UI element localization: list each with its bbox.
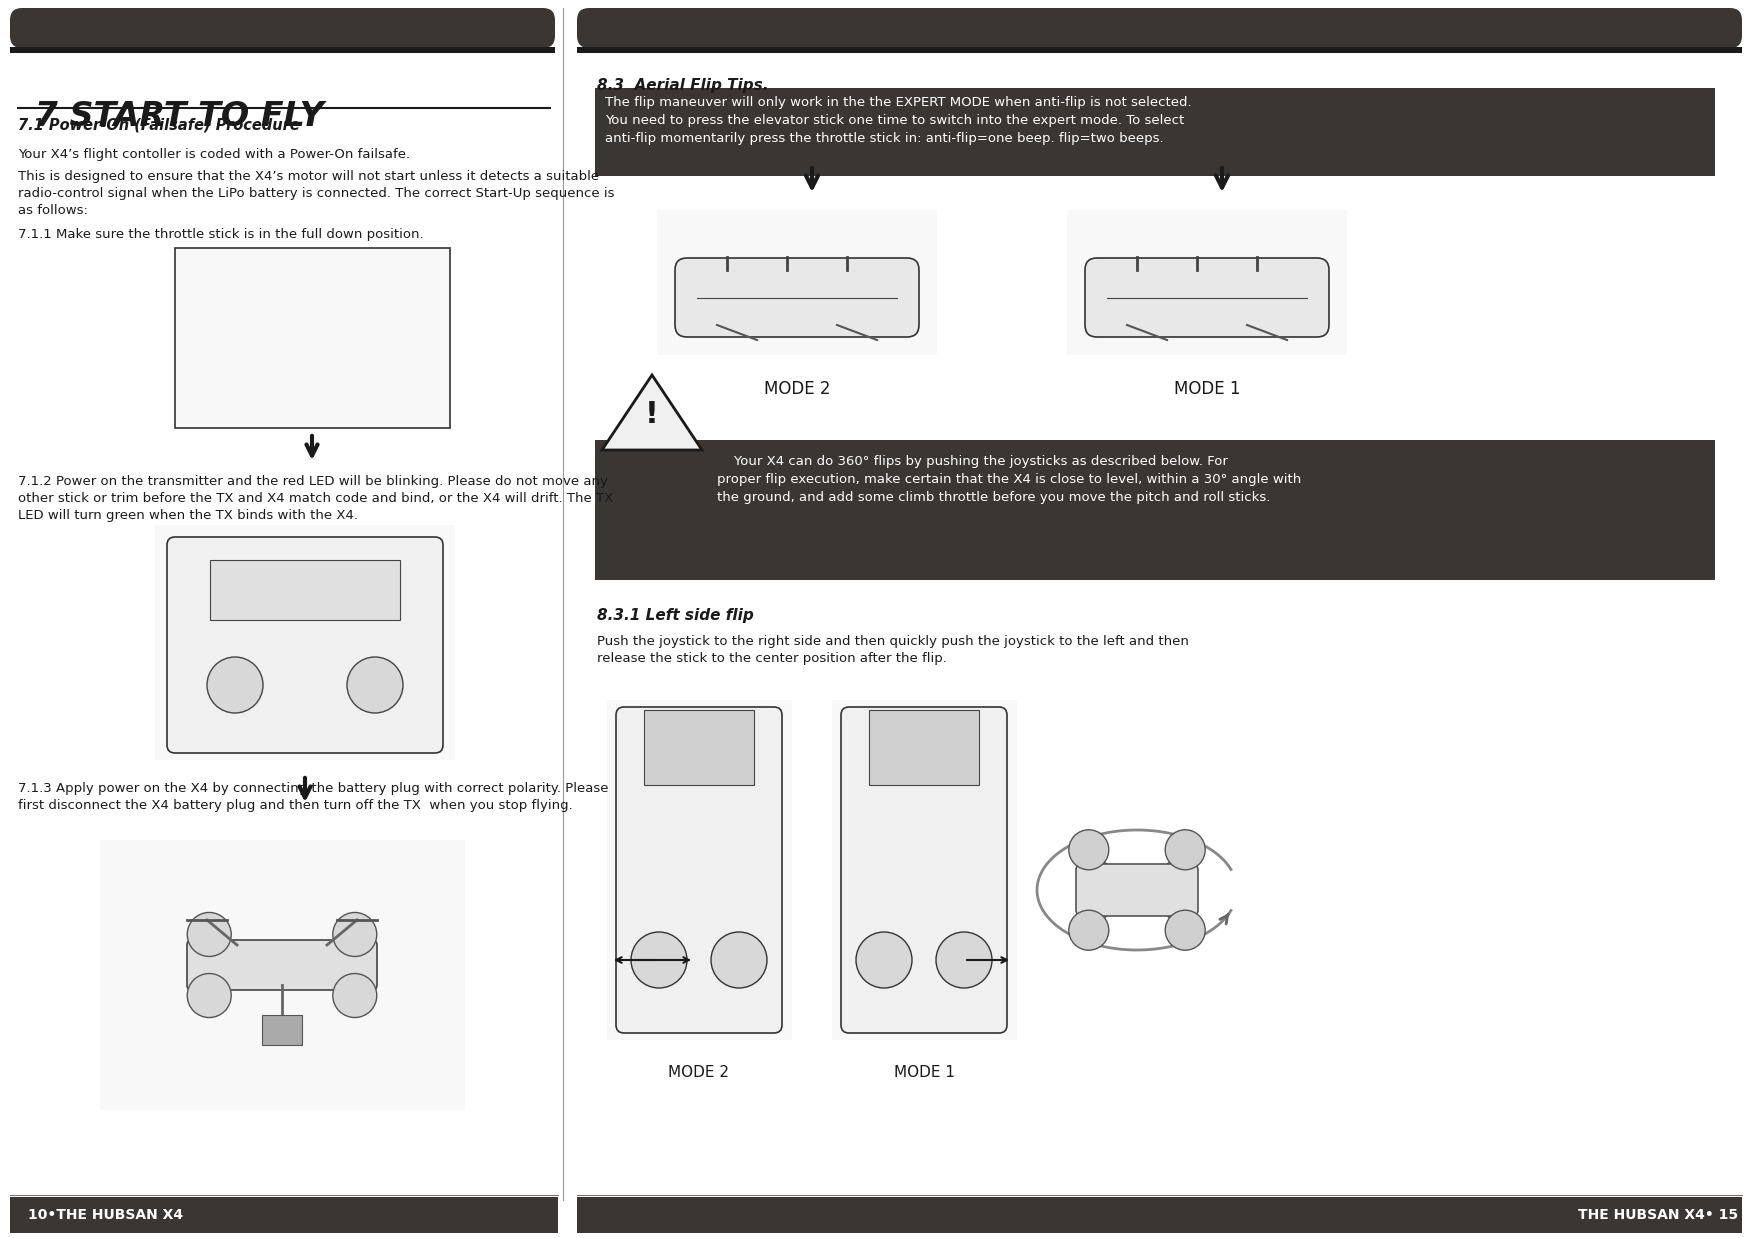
Text: MODE 1: MODE 1 <box>1174 380 1240 397</box>
Circle shape <box>711 932 767 988</box>
Circle shape <box>347 657 403 713</box>
Text: 7.1.3 Apply power on the X4 by connecting the battery plug with correct polarity: 7.1.3 Apply power on the X4 by connectin… <box>18 782 608 812</box>
FancyBboxPatch shape <box>187 940 377 990</box>
Text: 8.3  Aerial Flip Tips.: 8.3 Aerial Flip Tips. <box>597 78 769 93</box>
Text: This is designed to ensure that the X4’s motor will not start unless it detects : This is designed to ensure that the X4’s… <box>18 170 615 217</box>
Text: THE HUBSAN X4• 15: THE HUBSAN X4• 15 <box>1579 1208 1738 1222</box>
Bar <box>869 711 979 785</box>
Bar <box>210 560 399 620</box>
Bar <box>645 711 753 785</box>
Text: 8.3.1 Left side flip: 8.3.1 Left side flip <box>597 608 753 623</box>
Bar <box>576 1197 1741 1233</box>
Text: Push the joystick to the right side and then quickly push the joystick to the le: Push the joystick to the right side and … <box>597 635 1190 665</box>
Circle shape <box>857 932 913 988</box>
Text: MODE 2: MODE 2 <box>764 380 830 397</box>
Text: 7.1.1 Make sure the throttle stick is in the full down position.: 7.1.1 Make sure the throttle stick is in… <box>18 228 424 241</box>
Circle shape <box>187 973 231 1018</box>
Circle shape <box>936 932 992 988</box>
FancyBboxPatch shape <box>1084 258 1330 337</box>
Text: !: ! <box>645 400 659 430</box>
Text: 7.1.2 Power on the transmitter and the red LED will be blinking. Please do not m: 7.1.2 Power on the transmitter and the r… <box>18 475 613 522</box>
Bar <box>832 699 1016 1040</box>
Bar <box>596 88 1715 176</box>
Bar <box>175 248 450 428</box>
Circle shape <box>333 973 377 1018</box>
Text: Your X4 can do 360° flips by pushing the joysticks as described below. For
prope: Your X4 can do 360° flips by pushing the… <box>717 456 1302 504</box>
Text: 7.1 Power-On (Failsafe) Procedure: 7.1 Power-On (Failsafe) Procedure <box>18 118 300 132</box>
Bar <box>263 1015 301 1045</box>
FancyBboxPatch shape <box>675 258 920 337</box>
Bar <box>11 47 555 53</box>
Text: Your X4’s flight contoller is coded with a Power-On failsafe.: Your X4’s flight contoller is coded with… <box>18 149 410 161</box>
Bar <box>576 47 1741 53</box>
Circle shape <box>631 932 687 988</box>
Bar <box>11 1197 557 1233</box>
Circle shape <box>1069 910 1109 951</box>
Text: MODE 1: MODE 1 <box>894 1065 955 1080</box>
FancyBboxPatch shape <box>841 707 1007 1032</box>
Text: 7 START TO FLY: 7 START TO FLY <box>23 100 324 132</box>
Text: The flip maneuver will only work in the the EXPERT MODE when anti-flip is not se: The flip maneuver will only work in the … <box>604 97 1191 145</box>
Bar <box>1067 210 1347 355</box>
Circle shape <box>333 912 377 957</box>
FancyBboxPatch shape <box>11 7 555 48</box>
Bar <box>154 525 456 760</box>
Circle shape <box>1165 829 1205 870</box>
Text: 10•THE HUBSAN X4: 10•THE HUBSAN X4 <box>28 1208 184 1222</box>
FancyBboxPatch shape <box>576 7 1741 48</box>
FancyBboxPatch shape <box>166 537 443 753</box>
Text: MODE 2: MODE 2 <box>669 1065 729 1080</box>
Circle shape <box>207 657 263 713</box>
Circle shape <box>1165 910 1205 951</box>
FancyBboxPatch shape <box>617 707 781 1032</box>
Bar <box>596 439 1715 579</box>
Circle shape <box>187 912 231 957</box>
Bar <box>606 699 792 1040</box>
Circle shape <box>1069 829 1109 870</box>
Polygon shape <box>603 375 703 449</box>
FancyBboxPatch shape <box>1076 864 1198 916</box>
Bar <box>657 210 937 355</box>
Bar <box>100 841 464 1110</box>
